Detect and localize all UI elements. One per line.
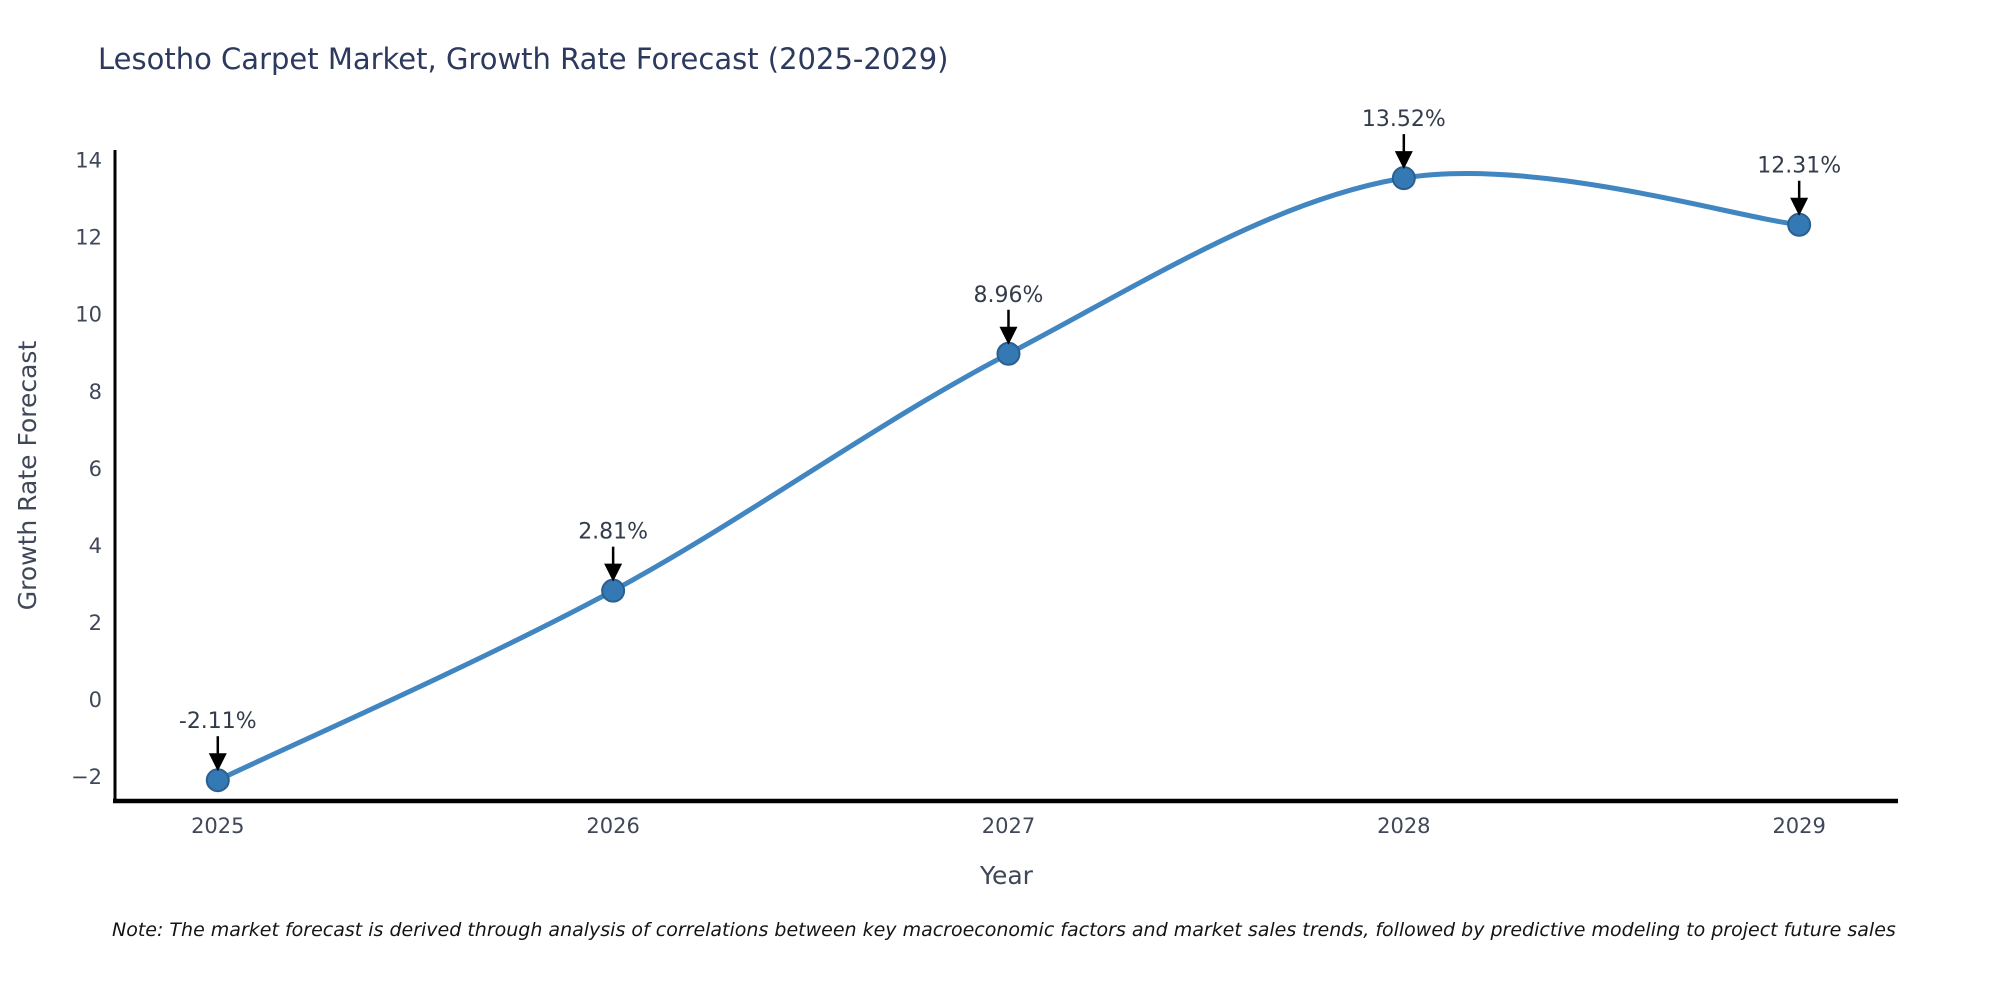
forecast-line	[215, 171, 1802, 783]
data-point-marker	[1787, 212, 1812, 237]
data-point-marker	[1391, 166, 1416, 191]
x-tick-label: 2026	[586, 814, 639, 838]
x-tick-label: 2027	[982, 814, 1035, 838]
annotation-label: 13.52%	[1362, 107, 1446, 132]
annotation-arrow-head	[1394, 151, 1413, 170]
annotation-label: 8.96%	[974, 283, 1044, 308]
y-tick-label: 0	[89, 688, 102, 712]
y-tick-label: 6	[89, 457, 102, 481]
x-tick-label: 2028	[1377, 814, 1430, 838]
chart-title: Lesotho Carpet Market, Growth Rate Forec…	[98, 42, 949, 76]
y-tick-label: 4	[89, 534, 102, 558]
y-axis-title: Growth Rate Forecast	[13, 341, 42, 611]
y-tick-label: 8	[89, 380, 102, 404]
y-tick-label: 12	[75, 226, 102, 250]
data-point-marker	[205, 768, 230, 793]
x-axis-title: Year	[979, 861, 1034, 890]
footnote: Note: The market forecast is derived thr…	[112, 919, 1896, 941]
annotation-arrow-head	[1790, 197, 1809, 216]
x-tick-label: 2025	[191, 814, 244, 838]
data-point-marker	[601, 578, 626, 603]
y-tick-label: 2	[89, 611, 102, 635]
annotation-arrow-head	[208, 753, 227, 772]
y-tick-label: 14	[75, 149, 102, 173]
annotation-arrow-head	[604, 563, 623, 582]
data-point-marker	[996, 341, 1021, 366]
y-tick-label: −2	[71, 765, 102, 789]
x-tick-label: 2029	[1772, 814, 1825, 838]
annotation-label: 12.31%	[1757, 154, 1841, 179]
annotation-label: 2.81%	[578, 520, 648, 545]
y-tick-label: 10	[75, 303, 102, 327]
annotation-arrow-head	[999, 326, 1018, 345]
annotation-label: -2.11%	[179, 709, 257, 734]
